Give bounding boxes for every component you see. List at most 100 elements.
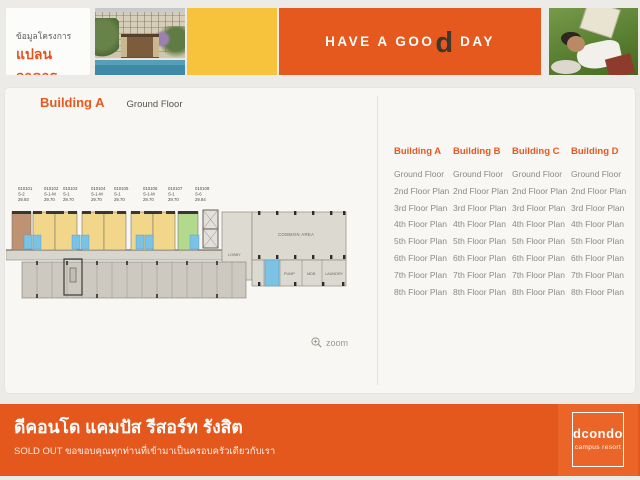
floor-link[interactable]: 4th Floor Plan <box>394 219 447 230</box>
nav-building-header: Building A <box>394 146 442 157</box>
floor-link[interactable]: 5th Floor Plan <box>453 236 506 247</box>
nav-building-header: Building B <box>453 146 501 157</box>
common-area-room <box>251 211 347 261</box>
unit <box>103 211 127 251</box>
unit <box>54 211 78 251</box>
stall-detail <box>69 267 77 283</box>
elevators <box>202 209 219 249</box>
floor-link[interactable]: Ground Floor <box>453 169 504 179</box>
floor-link[interactable]: 8th Floor Plan <box>571 286 624 297</box>
floor-link[interactable]: 2nd Floor Plan <box>571 185 627 196</box>
dcondo-wordmark: dcondo <box>573 426 623 441</box>
unit <box>152 211 176 251</box>
have-a-good-day-banner: HAVE A GOO d DAY <box>279 8 541 75</box>
unit-row <box>11 211 199 251</box>
floor-link[interactable]: Ground Floor <box>571 169 622 179</box>
common-area-label: COMMON AREA <box>278 232 314 237</box>
floor-link[interactable]: 6th Floor Plan <box>453 252 506 263</box>
floor-subtitle: Ground Floor <box>126 99 183 110</box>
floor-link[interactable]: 3rd Floor Plan <box>512 202 566 213</box>
photo-shape <box>579 8 621 39</box>
unit-label: 010104 S-1-M 29.70 <box>91 186 106 202</box>
floor-link[interactable]: 4th Floor Plan <box>453 219 506 230</box>
parking-dividers <box>36 262 233 298</box>
floor-link[interactable]: 6th Floor Plan <box>512 252 565 263</box>
project-building-pool-photo <box>95 8 185 75</box>
service-partitions <box>263 260 323 286</box>
floor-link[interactable]: Ground Floor <box>512 169 563 179</box>
panel-divider <box>377 96 378 385</box>
highlighted-stall <box>63 258 83 296</box>
columns <box>258 282 345 286</box>
unit-label: 010103 S-1 29.70 <box>63 186 78 202</box>
building-title: Building A <box>40 95 105 110</box>
floor-link[interactable]: 5th Floor Plan <box>512 236 565 247</box>
photo-shape <box>567 36 585 52</box>
nav-building-d: Building D Ground Floor 2nd Floor Plan 3… <box>571 146 630 300</box>
parking-ticks <box>36 261 218 298</box>
banner-text: HAVE A GOO <box>325 34 435 49</box>
floor-link[interactable]: 6th Floor Plan <box>571 252 624 263</box>
panel-title-row: Building A Ground Floor <box>40 95 183 110</box>
floor-link[interactable]: 2nd Floor Plan <box>394 185 450 196</box>
banner-text: DAY <box>460 34 495 49</box>
unit-label: 010108 S-6 29.84 <box>195 186 210 202</box>
floor-link[interactable]: 7th Floor Plan <box>512 269 565 280</box>
corridor <box>6 249 253 261</box>
floor-link[interactable]: 6th Floor Plan <box>394 252 447 263</box>
project-info-label: ข้อมูลโครงการ <box>16 31 72 41</box>
floor-link[interactable]: 7th Floor Plan <box>453 269 506 280</box>
unit-label: 010106 S-1-M 29.70 <box>143 186 158 202</box>
dcondo-logo: dcondo campus resort <box>572 412 624 467</box>
dcondo-tagline: campus resort <box>574 444 622 451</box>
nav-building-b: Building B Ground Floor 2nd Floor Plan 3… <box>453 146 512 300</box>
footer: ดีคอนโด แคมปัส รีสอร์ท รังสิต SOLD OUT ข… <box>0 404 640 476</box>
floor-link[interactable]: 8th Floor Plan <box>453 286 506 297</box>
photo-shape <box>95 58 185 75</box>
footer-project-title: ดีคอนโด แคมปัส รีสอร์ท รังสิต <box>14 417 243 437</box>
pump-label: PUMP <box>284 272 295 276</box>
ground-floor-plan-drawing: 010101 S-2 29.93 010102 S-1-M 29.70 010103 S-… <box>6 186 347 299</box>
unit-label: 010107 S-1 29.70 <box>168 186 183 202</box>
building-plan-label: แปลนอาคาร <box>16 46 57 75</box>
person-reading-on-grass-photo <box>549 8 638 75</box>
photo-shape <box>551 60 581 74</box>
unit-label: 010102 S-1-M 29.70 <box>44 186 59 202</box>
floor-link[interactable]: 2nd Floor Plan <box>453 185 509 196</box>
floor-link[interactable]: Ground Floor <box>394 169 445 179</box>
floor-link[interactable]: 7th Floor Plan <box>394 269 447 280</box>
unit-top-walls <box>12 211 198 214</box>
floor-link[interactable]: 3rd Floor Plan <box>571 202 625 213</box>
zoom-button[interactable]: zoom <box>311 337 348 348</box>
unit-label: 010105 S-1 29.70 <box>114 186 129 202</box>
parking-row <box>21 261 247 299</box>
magnifier-plus-icon <box>311 337 322 348</box>
unit-label: 010101 S-2 29.93 <box>18 186 33 202</box>
floor-link[interactable]: 2nd Floor Plan <box>512 185 568 196</box>
floor-link[interactable]: 5th Floor Plan <box>394 236 447 247</box>
lobby-label: LOBBY <box>228 253 241 257</box>
floor-link[interactable]: 3rd Floor Plan <box>453 202 507 213</box>
dcondo-logo-tile: dcondo campus resort <box>558 404 638 476</box>
floor-link[interactable]: 7th Floor Plan <box>571 269 624 280</box>
floor-plan-nav: Building A Ground Floor 2nd Floor Plan 3… <box>394 146 630 300</box>
floor-link[interactable]: 3rd Floor Plan <box>394 202 448 213</box>
floor-link[interactable]: 8th Floor Plan <box>512 286 565 297</box>
floor-link[interactable]: 4th Floor Plan <box>571 219 624 230</box>
service-bathroom <box>264 259 280 287</box>
nav-building-header: Building D <box>571 146 619 157</box>
nav-building-a: Building A Ground Floor 2nd Floor Plan 3… <box>394 146 453 300</box>
yellow-accent-block <box>187 8 277 75</box>
columns <box>258 211 346 259</box>
footer-sold-out-message: SOLD OUT ขอขอบคุณทุกท่านที่เข้ามาเป็นครอ… <box>14 446 276 457</box>
project-info-box: ข้อมูลโครงการ แปลนอาคาร <box>6 8 90 75</box>
bathrooms <box>23 234 200 250</box>
floor-link[interactable]: 8th Floor Plan <box>394 286 447 297</box>
floor-link[interactable]: 5th Floor Plan <box>571 236 624 247</box>
laundry-label: LAUNDRY <box>325 272 344 276</box>
zoom-label: zoom <box>326 337 349 348</box>
banner-accent-letter: d <box>435 27 454 59</box>
photo-shape <box>121 34 159 61</box>
floor-link[interactable]: 4th Floor Plan <box>512 219 565 230</box>
